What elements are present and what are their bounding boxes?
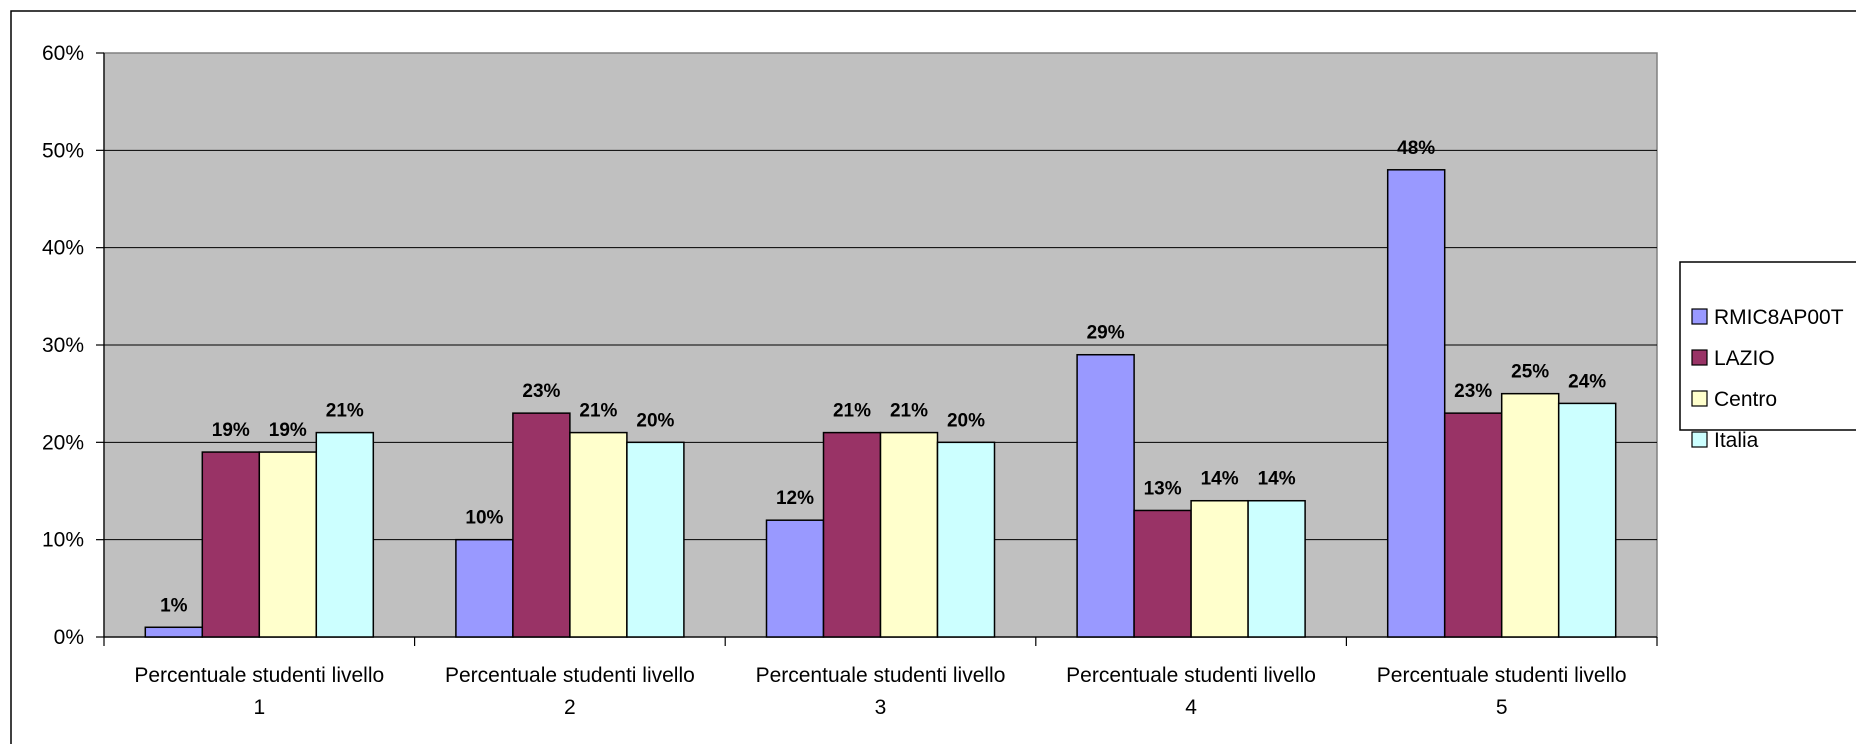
legend-box xyxy=(1679,261,1856,431)
bar-italia-2 xyxy=(626,441,685,638)
data-label: 1% xyxy=(160,595,188,616)
data-label: 13% xyxy=(1144,478,1182,499)
bar-rmic8ap00t-3 xyxy=(765,519,825,638)
data-label: 21% xyxy=(326,401,364,422)
bars xyxy=(144,169,1617,638)
data-label: 21% xyxy=(890,401,928,422)
bar-centro-5 xyxy=(1500,392,1560,638)
x-tick-label: Percentuale studenti livello xyxy=(445,664,695,687)
x-tick-label: 1 xyxy=(253,696,265,719)
data-label: 25% xyxy=(1511,362,1549,383)
legend: RMIC8AP00T LAZIO Centro Italia xyxy=(1679,261,1856,452)
data-labels: 1% 19% 19% 21% 10% 23% 21% 20% 12% 21% 21% 20% 29% 13… xyxy=(160,138,1606,616)
data-label: 21% xyxy=(579,401,617,422)
bar-rmic8ap00t-1 xyxy=(144,626,204,638)
data-label: 10% xyxy=(465,508,503,529)
y-tick-label: 30% xyxy=(42,334,84,357)
data-label: 29% xyxy=(1087,323,1125,344)
bar-lazio-3 xyxy=(822,431,882,638)
legend-swatch xyxy=(1691,431,1708,448)
data-label: 48% xyxy=(1397,138,1435,159)
data-label: 20% xyxy=(636,410,674,431)
bar-italia-4 xyxy=(1247,499,1306,638)
y-tick-label: 0% xyxy=(54,626,84,649)
bar-rmic8ap00t-2 xyxy=(455,538,514,638)
bar-centro-1 xyxy=(258,451,318,638)
legend-swatch xyxy=(1691,308,1708,325)
bar-centro-2 xyxy=(569,431,628,638)
bar-italia-1 xyxy=(315,431,375,638)
x-tick-label: Percentuale studenti livello xyxy=(756,664,1006,687)
x-tick-label: 5 xyxy=(1496,696,1508,719)
bar-rmic8ap00t-4 xyxy=(1076,353,1135,638)
bar-lazio-2 xyxy=(512,412,571,638)
legend-label: LAZIO xyxy=(1714,347,1775,370)
bar-centro-3 xyxy=(879,431,939,638)
data-label: 14% xyxy=(1201,469,1239,490)
data-label: 12% xyxy=(776,488,814,509)
data-label: 24% xyxy=(1568,371,1606,392)
data-label: 21% xyxy=(833,401,871,422)
bar-lazio-1 xyxy=(201,451,261,638)
x-tick-label: 2 xyxy=(564,696,576,719)
bar-italia-5 xyxy=(1557,402,1617,638)
bar-rmic8ap00t-5 xyxy=(1386,169,1446,638)
data-label: 19% xyxy=(269,420,307,441)
x-tick-label: 3 xyxy=(875,696,887,719)
data-label: 23% xyxy=(1454,381,1492,402)
x-tick-label: Percentuale studenti livello xyxy=(1377,664,1627,687)
y-tick-label: 10% xyxy=(42,529,84,552)
legend-swatch xyxy=(1691,390,1708,407)
y-tick-label: 50% xyxy=(42,139,84,162)
bar-italia-3 xyxy=(936,441,996,638)
legend-label: Centro xyxy=(1714,388,1777,411)
bar-lazio-4 xyxy=(1133,509,1192,638)
legend-label: RMIC8AP00T xyxy=(1714,306,1844,329)
y-axis: 0% 10% 20% 30% 40% 50% 60% xyxy=(42,42,105,649)
y-tick-label: 60% xyxy=(42,42,84,65)
y-tick-label: 20% xyxy=(42,431,84,454)
x-tick-label: Percentuale studenti livello xyxy=(1066,664,1316,687)
bar-centro-4 xyxy=(1190,499,1249,638)
legend-label: Italia xyxy=(1714,429,1759,452)
legend-swatch xyxy=(1691,349,1708,366)
data-label: 19% xyxy=(212,420,250,441)
x-tick-label: 4 xyxy=(1185,696,1197,719)
y-tick-label: 40% xyxy=(42,237,84,260)
data-label: 14% xyxy=(1258,469,1296,490)
data-label: 23% xyxy=(522,381,560,402)
data-label: 20% xyxy=(947,410,985,431)
x-tick-label: Percentuale studenti livello xyxy=(134,664,384,687)
bar-lazio-5 xyxy=(1443,412,1503,638)
